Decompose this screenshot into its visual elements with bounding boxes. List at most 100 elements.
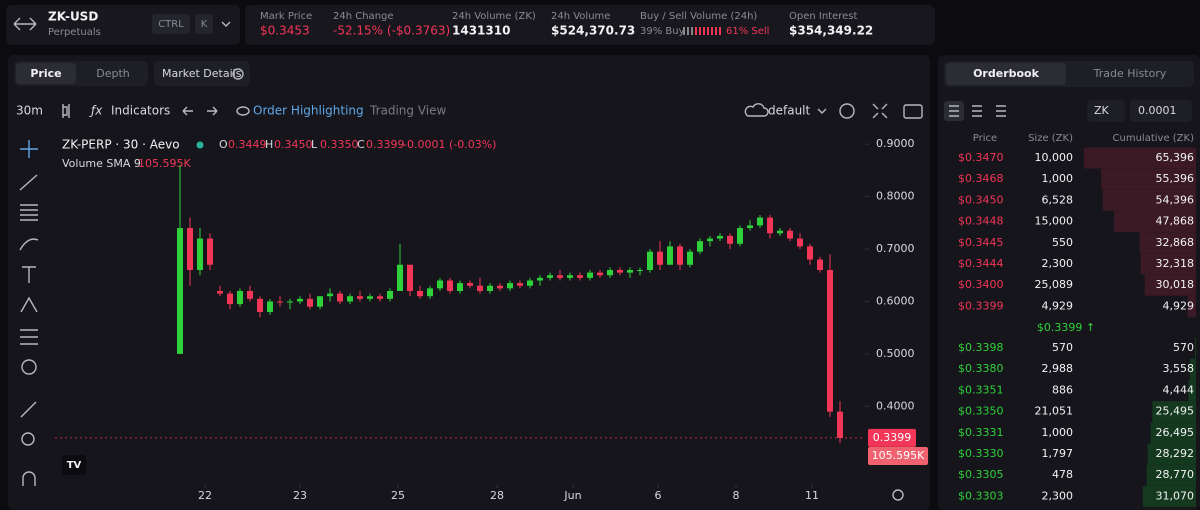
trading-view[interactable]: Trading View [369,104,447,118]
cloud-icon[interactable] [744,103,769,117]
x-tick-label: 28 [490,489,504,502]
tab-active[interactable] [946,63,1066,85]
candle [227,290,233,310]
candle [587,270,593,281]
stat-label: 24h Change [333,11,394,22]
tab[interactable]: Orderbook [973,67,1040,80]
tab-active[interactable] [16,63,76,84]
candle [567,272,573,281]
candle-body [817,259,823,271]
tab[interactable]: Price [30,67,61,80]
candle-body [787,230,793,239]
candle-body [617,270,623,273]
candle-body [647,251,653,271]
candle [797,233,803,250]
key: CTRL [158,19,184,30]
depth-bar [1152,401,1196,423]
candle-body [537,277,543,281]
view-bids[interactable] [972,105,982,117]
tab-box[interactable] [154,61,250,86]
candle-body [667,246,673,265]
candle-body [807,246,813,260]
candle-body [297,298,303,302]
candle [187,217,193,286]
size: 1,000 [1042,172,1074,185]
candle [747,220,753,231]
candle [507,280,513,291]
candle [657,241,663,271]
tick-size[interactable]: 0.0001 [1138,104,1177,117]
candle [497,283,503,291]
legend-value: 0.3450 [274,138,313,151]
buy-sell-bar [683,27,721,35]
size: 10,000 [1035,151,1074,164]
y-tick-label: 0.6000 [876,294,915,307]
fx-icon[interactable]: ƒx [89,104,103,118]
candle-body [457,283,463,291]
asset-select[interactable] [1087,100,1125,122]
layout-name[interactable]: default [768,104,811,118]
candle [677,243,683,271]
x-tick-label: 11 [805,489,819,502]
view-asks[interactable] [996,105,1006,117]
candle [617,267,623,276]
depth-bar [1189,358,1196,380]
candle-body [257,298,263,312]
price: $0.3400 [958,278,1004,291]
eye-icon[interactable] [236,106,250,116]
last-price-label: 0.3399 [873,431,912,444]
candle-icon[interactable] [62,104,70,118]
candle-body [357,296,363,299]
redo[interactable] [207,106,218,116]
undo[interactable] [182,106,193,116]
candle-body [367,296,373,299]
candle-body [837,411,843,438]
candle-body [417,290,423,297]
last-price-box [868,428,916,447]
candle [457,280,463,294]
legend-key: O [219,138,228,151]
market-kind: Perpetuals [48,27,101,38]
tab[interactable]: Depth [96,67,130,80]
price: $0.3330 [958,447,1004,460]
x-tick-label: 6 [655,489,662,502]
asset[interactable]: ZK [1094,104,1110,117]
info-icon[interactable] [232,68,244,80]
order-highlighting[interactable]: Order Highlighting [253,104,364,118]
candle [207,233,213,271]
axis-settings[interactable] [892,489,904,501]
chevron[interactable] [817,108,827,114]
x-tick-label: 25 [391,489,405,502]
fullscreen-icon[interactable] [872,103,888,119]
tick-select[interactable] [1130,100,1192,122]
candle [827,254,833,417]
candle-body [677,246,683,265]
candle-body [237,290,243,305]
cumulative: 26,495 [1156,426,1195,439]
chevron[interactable] [221,21,231,27]
candle [437,277,443,291]
tab[interactable]: Trade History [1093,67,1167,80]
drawing-tools[interactable] [19,140,39,486]
stats-box [245,5,935,45]
settings-icon[interactable] [839,103,855,119]
stat-label: 24h Volume (ZK) [452,11,536,22]
cumulative: 4,929 [1163,299,1195,312]
candle [737,225,743,247]
x-tick-label: Jun [563,489,581,502]
cumulative: 570 [1173,341,1194,354]
candle-body [757,217,763,226]
candle [837,401,843,444]
stat-value: $354,349.22 [789,24,873,38]
camera-icon[interactable] [903,104,923,119]
candle [627,267,633,278]
candle-body [207,238,213,265]
candle-body [727,235,733,244]
price: $0.3450 [958,193,1004,206]
indicators[interactable]: Indicators [111,104,170,118]
price: $0.3305 [958,468,1004,481]
interval[interactable]: 30m [16,104,43,118]
tab[interactable]: Market Details [162,67,242,80]
depth-bar [1147,443,1196,465]
depth-bar [1114,211,1196,233]
